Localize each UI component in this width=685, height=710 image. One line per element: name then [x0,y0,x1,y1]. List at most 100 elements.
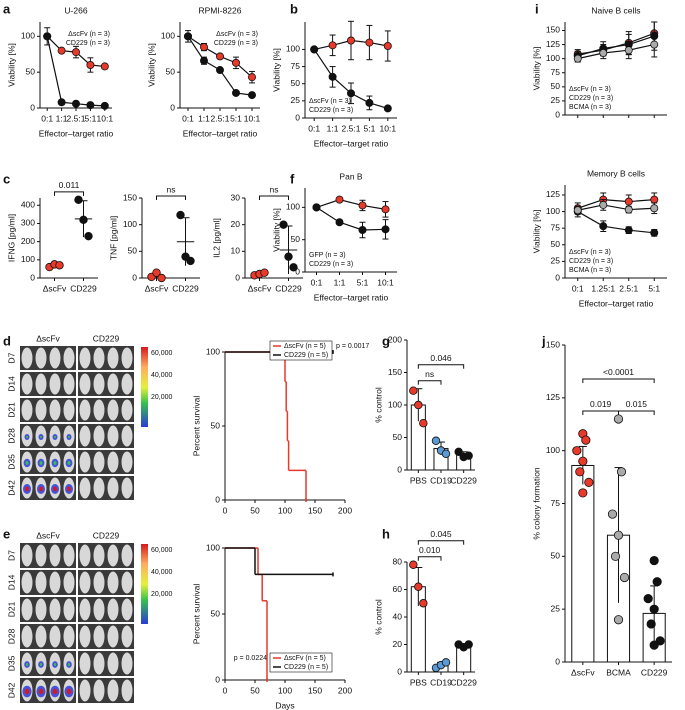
signal [24,688,30,695]
point [381,205,390,214]
colorbar [141,544,148,624]
mouse [21,598,33,621]
panel-letter: g [382,333,390,348]
y-tick-label: 0 [555,109,560,119]
x-tick-label: 10:1 [377,277,394,287]
x-tick-label: 2.5:1 [67,113,86,123]
point [578,456,588,466]
legend-label: CD229 (n = 5) [284,352,328,359]
column-header: CD229 [93,530,120,540]
y-tick-label: 150 [388,367,402,377]
y-tick-label: 100 [206,346,220,356]
significance-bracket [417,540,465,545]
point [152,268,161,277]
signal [53,486,57,492]
y-tick-label: 20 [231,219,241,229]
y-tick-label: 75 [551,222,561,232]
x-tick-label: ΔscFv [248,283,272,293]
x-tick-label: 5:1 [363,123,375,133]
mouse [49,399,61,421]
point [231,88,240,97]
mouse [93,373,105,395]
signal [40,435,42,439]
point [72,99,81,108]
y-tick-label: 0 [30,272,35,282]
x-tick-label: 5:1 [230,113,242,123]
point [84,231,93,241]
x-tick-label: 100 [278,505,292,515]
mouse [21,347,33,369]
mouse [93,347,105,369]
y-tick-label: 30 [231,192,241,202]
y-tick-label: 25 [551,256,561,266]
significance-label: ns [270,184,279,194]
mouse [107,652,119,675]
x-tick-label: 5:1 [84,113,96,123]
point [57,98,66,107]
y-tick-label: 80 [393,556,403,566]
column-header: ΔscFv [36,333,60,343]
point [624,46,633,55]
x-tick-label: CD229 [70,283,97,293]
x-tick-label: CD19 [430,677,452,687]
y-axis-label: Viability [%] [146,43,156,87]
y-tick-label: 150 [546,339,560,349]
y-tick-label: 25 [551,603,561,613]
signal [25,486,29,492]
x-tick-label: 1:1 [56,113,68,123]
x-tick-label: 50 [250,505,260,515]
point [613,414,624,424]
chart-title: Memory B cells [587,168,645,178]
chart-title: Pan B [339,171,362,181]
significance-label: ns [167,184,176,194]
mouse [79,477,91,499]
signal [25,461,29,465]
signal [53,663,57,666]
mouse [21,373,33,395]
series-line [577,204,655,211]
mouse [49,571,61,594]
series-line [577,43,655,60]
y-tick-label: 100 [123,219,137,229]
x-tick-label: CD229 [450,677,477,687]
mouse [35,544,47,567]
legend-label: ΔscFv (n = 3) [569,86,611,93]
point [100,101,109,110]
mouse [121,399,133,421]
point [419,599,428,608]
x-tick-label: 200 [338,685,352,695]
significance-label: ns [425,369,434,379]
point [441,658,451,667]
x-axis-label: Effector–target ratio [314,138,389,148]
row-label: D35 [6,655,16,671]
y-tick-label: 50 [551,551,561,561]
mouse [107,598,119,621]
x-tick-label: CD19 [430,475,452,485]
significance-label: 0.046 [430,353,452,363]
y-tick-label: 25 [291,95,301,105]
point [74,195,83,205]
point [572,446,582,456]
x-tick-label: 0:1 [41,113,53,123]
x-tick-label: 100 [278,685,292,695]
mouse [49,373,61,395]
point [260,268,269,277]
y-axis-label: IFNG [pg/ml] [6,214,16,262]
row-label: D14 [6,376,16,392]
p-value: p = 0.0224 [234,655,267,662]
panel-letter: j [541,333,546,348]
y-axis-label: % control [373,387,383,423]
series-line [316,206,386,231]
mouse [107,347,119,369]
point [215,66,224,75]
mouse [63,399,75,421]
y-tick-label: 0 [295,266,300,276]
y-axis-label: Viability [%] [271,48,281,92]
y-tick-label: 0 [170,102,175,112]
point [464,640,473,649]
legend-label: CD229 (n = 3) [309,107,353,114]
point [624,197,633,206]
point [414,582,423,591]
mouse [79,544,91,567]
mouse [79,347,91,369]
